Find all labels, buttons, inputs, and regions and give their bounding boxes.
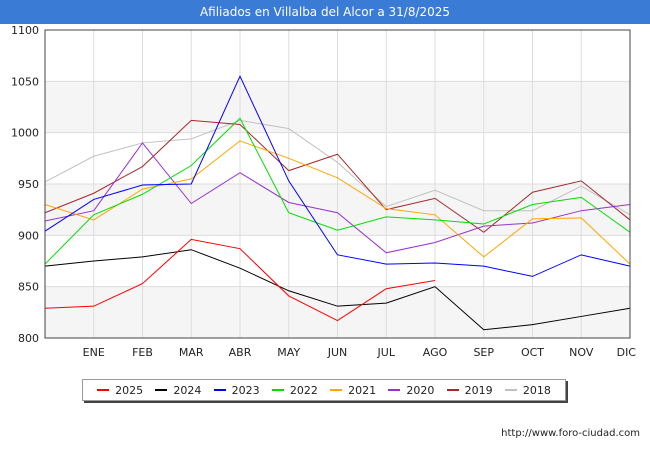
x-tick-label: OCT xyxy=(521,346,544,359)
plot-border xyxy=(44,29,631,339)
x-tick-label: FEB xyxy=(132,346,153,359)
legend-label: 2022 xyxy=(289,383,318,397)
x-tick-label: NOV xyxy=(569,346,594,359)
legend-item-2021: 2021 xyxy=(330,384,376,397)
legend-label: 2019 xyxy=(464,383,493,397)
y-tick-label: 800 xyxy=(18,332,39,345)
x-tick-label: MAY xyxy=(277,346,300,359)
legend-swatch xyxy=(388,389,401,391)
series-line-2025 xyxy=(44,238,436,322)
chart-title: Afiliados en Villalba del Alcor a 31/8/2… xyxy=(0,0,650,24)
source-url: http://www.foro-ciudad.com xyxy=(501,428,640,439)
legend-label: 2018 xyxy=(522,383,551,397)
legend-label: 2025 xyxy=(115,383,144,397)
x-tick-label: AGO xyxy=(423,346,448,359)
legend-label: 2021 xyxy=(348,383,377,397)
y-tick-label: 1050 xyxy=(11,75,39,88)
series-line-2024 xyxy=(44,249,631,331)
legend-swatch xyxy=(330,389,343,391)
legend-swatch xyxy=(271,389,284,391)
y-tick-label: 950 xyxy=(18,178,39,191)
legend-item-2023: 2023 xyxy=(213,383,260,397)
legend-swatch xyxy=(97,389,110,391)
legend-item-2025: 2025 xyxy=(97,384,143,397)
x-tick-label: ABR xyxy=(229,346,252,359)
line-chart: 800 850 900 950 1000 1050 1100 ENE FEB MAR ABR MAY… xyxy=(11,24,637,359)
x-tick-label: SEP xyxy=(473,346,494,359)
legend-label: 2020 xyxy=(406,383,435,397)
series-line-2021 xyxy=(44,140,631,265)
legend-label: 2023 xyxy=(231,383,260,397)
y-tick-label: 1000 xyxy=(11,127,39,140)
series-line-2022 xyxy=(44,117,631,265)
series-line-2020 xyxy=(44,142,631,254)
x-tick-label: ENE xyxy=(83,346,105,359)
legend-item-2019: 2019 xyxy=(446,383,493,397)
x-tick-label: JUL xyxy=(377,346,396,359)
y-tick-label: 900 xyxy=(18,229,39,242)
legend-item-2022: 2022 xyxy=(271,383,318,397)
legend-item-2018: 2018 xyxy=(504,383,551,397)
x-tick-label: JUN xyxy=(327,346,348,359)
legend-item-2020: 2020 xyxy=(388,384,434,397)
legend-swatch xyxy=(155,389,168,391)
legend-item-2024: 2024 xyxy=(155,384,201,397)
y-tick-label: 850 xyxy=(18,281,39,294)
x-tick-label: MAR xyxy=(179,346,204,359)
series-line-2019 xyxy=(44,119,631,233)
x-tick-label: DIC xyxy=(617,346,637,359)
y-tick-label: 1100 xyxy=(11,24,39,37)
legend: 2025 2024 2023 2022 2021 2020 2019 2018 xyxy=(82,379,566,401)
legend-swatch xyxy=(446,389,459,391)
legend-label: 2024 xyxy=(173,383,202,397)
legend-swatch xyxy=(504,389,517,391)
legend-swatch xyxy=(213,389,226,391)
series-line-2023 xyxy=(44,75,631,277)
